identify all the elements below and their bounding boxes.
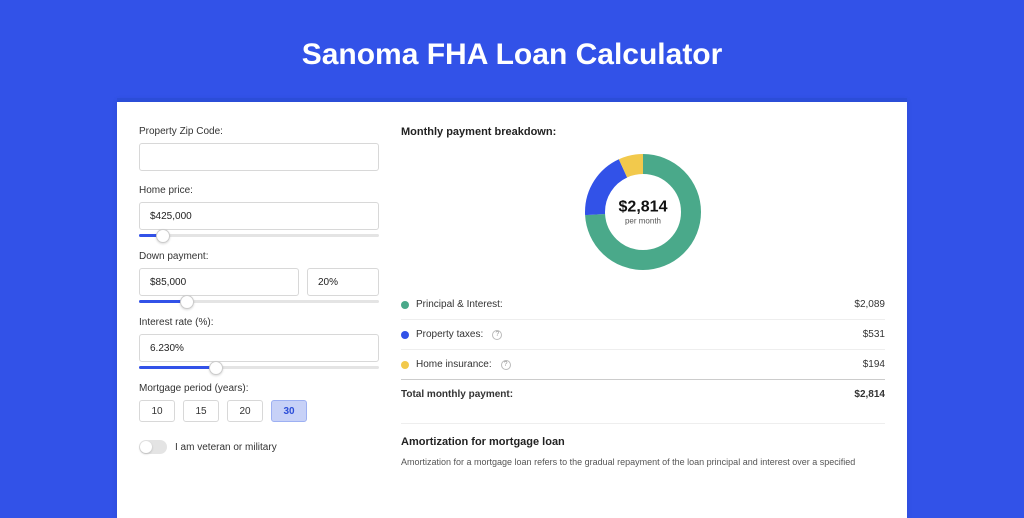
legend-row: Home insurance:? $194 <box>401 349 885 379</box>
breakdown-column: Monthly payment breakdown: $2,814 per mo… <box>401 126 885 518</box>
zip-field-group: Property Zip Code: <box>139 126 379 171</box>
form-column: Property Zip Code: Home price: Down paym… <box>139 126 379 518</box>
legend-label: Principal & Interest: <box>416 299 503 310</box>
amortization-section: Amortization for mortgage loan Amortizat… <box>401 423 885 470</box>
interest-rate-label: Interest rate (%): <box>139 317 379 328</box>
legend-row: Property taxes:? $531 <box>401 319 885 349</box>
down-payment-label: Down payment: <box>139 251 379 262</box>
interest-rate-field-group: Interest rate (%): <box>139 317 379 369</box>
home-price-label: Home price: <box>139 185 379 196</box>
donut-chart: $2,814 per month <box>583 152 703 272</box>
mortgage-period-field-group: Mortgage period (years): 10 15 20 30 <box>139 383 379 422</box>
down-payment-slider-thumb[interactable] <box>180 295 194 309</box>
amortization-body: Amortization for a mortgage loan refers … <box>401 456 885 470</box>
interest-rate-slider-thumb[interactable] <box>209 361 223 375</box>
mortgage-period-label: Mortgage period (years): <box>139 383 379 394</box>
period-btn-20[interactable]: 20 <box>227 400 263 422</box>
donut-sub: per month <box>619 217 668 226</box>
donut-amount: $2,814 <box>619 199 668 217</box>
interest-rate-input[interactable] <box>139 334 379 362</box>
legend-value: $2,089 <box>854 299 885 310</box>
period-btn-30[interactable]: 30 <box>271 400 307 422</box>
home-price-slider[interactable] <box>139 234 379 237</box>
total-label: Total monthly payment: <box>401 389 513 400</box>
down-payment-percent-input[interactable] <box>307 268 379 296</box>
donut-chart-wrap: $2,814 per month <box>401 152 885 272</box>
amortization-title: Amortization for mortgage loan <box>401 436 885 448</box>
legend-label: Home insurance: <box>416 359 492 370</box>
home-price-slider-thumb[interactable] <box>156 229 170 243</box>
period-btn-15[interactable]: 15 <box>183 400 219 422</box>
veteran-label: I am veteran or military <box>175 442 277 453</box>
legend-value: $531 <box>863 329 885 340</box>
calculator-card: Property Zip Code: Home price: Down paym… <box>117 98 907 518</box>
veteran-toggle[interactable] <box>139 440 167 454</box>
legend-value: $194 <box>863 359 885 370</box>
period-btn-10[interactable]: 10 <box>139 400 175 422</box>
interest-rate-slider[interactable] <box>139 366 379 369</box>
total-value: $2,814 <box>854 389 885 400</box>
down-payment-slider[interactable] <box>139 300 379 303</box>
legend-dot-icon <box>401 361 409 369</box>
zip-input[interactable] <box>139 143 379 171</box>
legend-dot-icon <box>401 331 409 339</box>
donut-center: $2,814 per month <box>619 199 668 226</box>
home-price-input[interactable] <box>139 202 379 230</box>
page-title: Sanoma FHA Loan Calculator <box>0 0 1024 98</box>
veteran-toggle-row: I am veteran or military <box>139 440 379 454</box>
down-payment-amount-input[interactable] <box>139 268 299 296</box>
info-icon[interactable]: ? <box>501 360 511 370</box>
legend-label: Property taxes: <box>416 329 483 340</box>
breakdown-title: Monthly payment breakdown: <box>401 126 885 138</box>
legend-row: Principal & Interest: $2,089 <box>401 290 885 319</box>
home-price-field-group: Home price: <box>139 185 379 237</box>
toggle-knob-icon <box>140 441 152 453</box>
legend-row-total: Total monthly payment: $2,814 <box>401 379 885 409</box>
legend-dot-icon <box>401 301 409 309</box>
info-icon[interactable]: ? <box>492 330 502 340</box>
down-payment-field-group: Down payment: <box>139 251 379 303</box>
zip-label: Property Zip Code: <box>139 126 379 137</box>
